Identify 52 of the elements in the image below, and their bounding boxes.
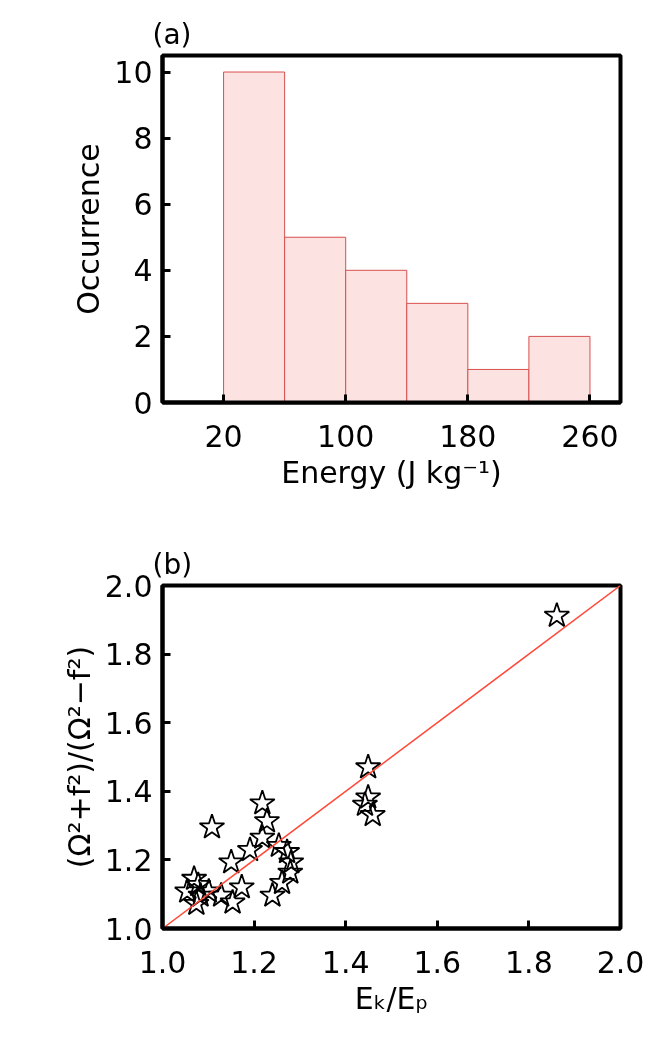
point [228,873,255,899]
x-tick-label: 1.4 [321,944,370,980]
point [198,813,226,839]
x-tick-label: 1.2 [230,944,278,980]
point [236,836,264,862]
y-tick-label: 1.2 [104,842,153,878]
x-axis-title: Energy (J kg⁻¹) [281,454,502,490]
point [265,831,293,858]
x-tick-label: 260 [561,418,619,454]
x-tick-label: 100 [317,418,375,454]
y-tick-label: 8 [133,121,153,157]
point [277,848,305,874]
chart-title: (b) [152,547,193,581]
point [253,807,281,833]
point [259,881,286,907]
point [273,838,301,864]
x-tick-label: 2.0 [596,944,645,980]
y-tick-label: 0 [133,385,153,421]
y-tick-label: 10 [114,55,153,91]
y-tick-label: 1.8 [104,637,153,673]
point [249,789,276,815]
point [219,888,246,914]
point [217,848,245,874]
point [354,753,382,779]
y-tick-label: 2 [133,319,153,355]
x-axis-title: Eₖ/Eₚ [354,980,429,1016]
y-axis-title: (Ω²+f²)/(Ω²−f²) [61,645,97,869]
y-axis-title: Occurrence [71,143,107,315]
point [354,783,382,809]
y-tick-label: 1.4 [104,774,153,810]
point [183,889,210,916]
point [277,858,304,885]
point [268,868,296,895]
point [173,877,201,903]
point [543,601,571,628]
y-tick-label: 4 [133,253,153,289]
x-tick-label: 180 [439,418,497,454]
chart-title: (a) [152,17,192,51]
y-tick-label: 6 [133,187,153,223]
y-tick-label: 1.0 [104,911,153,947]
x-tick-label: 1.8 [505,944,553,980]
point [351,790,379,817]
point [180,864,208,891]
point [184,871,212,897]
y-tick-label: 2.0 [104,568,153,604]
x-tick-label: 20 [204,418,243,454]
point [195,877,223,903]
x-tick-label: 1.6 [413,944,462,980]
point [249,823,276,850]
point [187,881,214,907]
y-tick-label: 1.6 [104,705,153,741]
point [359,801,386,827]
